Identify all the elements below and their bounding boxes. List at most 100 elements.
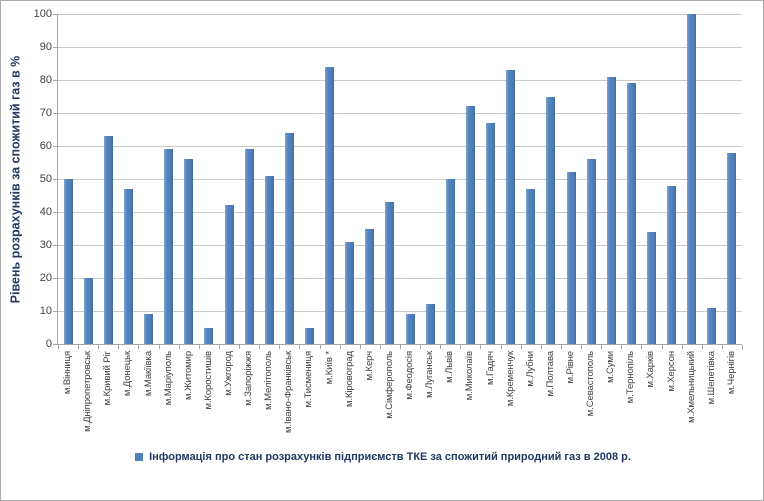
y-tick [53, 146, 57, 147]
legend: Інформація про стан розрахунків підприєм… [1, 447, 763, 467]
x-tick [621, 345, 623, 349]
x-axis-label: м.Шепетівка [705, 351, 717, 405]
y-tick [53, 113, 57, 114]
y-tick-label: 100 [33, 7, 52, 20]
bar [626, 83, 636, 344]
x-axis-label: м.Хмельницький [685, 351, 697, 423]
gridline [58, 245, 742, 246]
y-tick-label: 20 [39, 271, 52, 284]
y-tick [53, 311, 57, 312]
x-axis-label: м.Донецьк [122, 351, 134, 397]
bar [405, 314, 415, 344]
bar [465, 106, 475, 344]
gridline [58, 80, 742, 81]
bar [63, 179, 73, 344]
gridline [58, 212, 742, 213]
x-axis-label: м.Тисмениця [303, 351, 315, 408]
x-tick [379, 345, 381, 349]
bar [244, 149, 254, 344]
x-tick [319, 345, 321, 349]
y-tick [53, 278, 57, 279]
x-tick [681, 345, 683, 349]
x-axis-label: м.Макіївка [142, 351, 154, 397]
y-axis-line [57, 14, 58, 345]
x-tick [198, 345, 200, 349]
x-axis-label: м.Севастополь [585, 351, 597, 417]
x-tick [218, 345, 220, 349]
x-tick [601, 345, 603, 349]
x-tick [98, 345, 100, 349]
gridline [58, 47, 742, 48]
bar [445, 179, 455, 344]
x-axis-label: м.Херсон [665, 351, 677, 392]
x-tick [742, 345, 743, 349]
x-tick [641, 345, 643, 349]
bar [727, 152, 737, 344]
y-tick [53, 179, 57, 180]
x-tick [480, 345, 482, 349]
x-axis-label: м.Вінниця [62, 351, 74, 395]
x-tick [78, 345, 80, 349]
x-axis-label: м.Харків [645, 351, 657, 388]
y-tick-label: 50 [39, 172, 52, 185]
y-tick [53, 245, 57, 246]
legend-marker [135, 453, 144, 461]
x-tick [440, 345, 442, 349]
x-axis-label: м.Кривий Ріг [102, 351, 114, 406]
x-tick [359, 345, 361, 349]
bar [606, 76, 616, 344]
x-axis-line [53, 344, 742, 345]
x-tick [721, 345, 723, 349]
bar [325, 66, 335, 344]
bar [345, 241, 355, 344]
x-axis-label: м.Лубни [524, 351, 536, 387]
x-axis-label: м.Кіровоград [343, 351, 355, 407]
bar [506, 70, 516, 344]
y-tick-label: 90 [39, 40, 52, 53]
bar [83, 278, 93, 344]
x-tick [178, 345, 180, 349]
bar [646, 231, 656, 344]
x-axis-label: м.Сімферополь [383, 351, 395, 419]
legend-label: Інформація про стан розрахунків підприєм… [149, 451, 631, 463]
y-axis-title: Рівень розрахунків за спожитий газ в % [8, 55, 23, 304]
x-axis-label: м.Івано-Франківськ [283, 351, 295, 434]
x-axis-label: м.Полтава [544, 351, 556, 397]
bar [144, 314, 154, 344]
x-axis-label: м.Гадяч [484, 351, 496, 386]
x-tick [279, 345, 281, 349]
x-tick [58, 345, 59, 349]
bar [707, 307, 717, 344]
x-axis-label: м.Рівне [565, 351, 576, 384]
x-tick [460, 345, 462, 349]
x-tick [581, 345, 583, 349]
y-tick-label: 60 [39, 139, 52, 152]
bar [546, 96, 556, 344]
y-tick-label: 70 [39, 106, 52, 119]
x-tick [118, 345, 120, 349]
bar [365, 228, 375, 344]
x-axis-label: м.Суми [605, 351, 617, 383]
y-tick [53, 14, 57, 15]
x-axis-label: м.Ужгород [223, 351, 234, 396]
bar [184, 159, 194, 344]
bar [425, 304, 435, 344]
bar [486, 122, 496, 344]
x-axis-label: м.Кременчук [504, 351, 516, 407]
y-tick-label: 40 [39, 205, 52, 218]
x-axis-label: м.Феодосія [404, 351, 416, 400]
y-tick-label: 10 [39, 304, 52, 317]
x-axis-label: м.Керч [363, 351, 375, 381]
x-axis-label: м.Київ * [323, 351, 335, 385]
x-tick [560, 345, 562, 349]
x-axis-label: м.Луганськ [424, 351, 436, 398]
y-tick [53, 47, 57, 48]
gridline [58, 146, 742, 147]
bar [687, 14, 697, 344]
x-tick [540, 345, 542, 349]
x-tick [661, 345, 663, 349]
x-tick [138, 345, 140, 349]
x-tick [420, 345, 422, 349]
bar [526, 188, 536, 344]
